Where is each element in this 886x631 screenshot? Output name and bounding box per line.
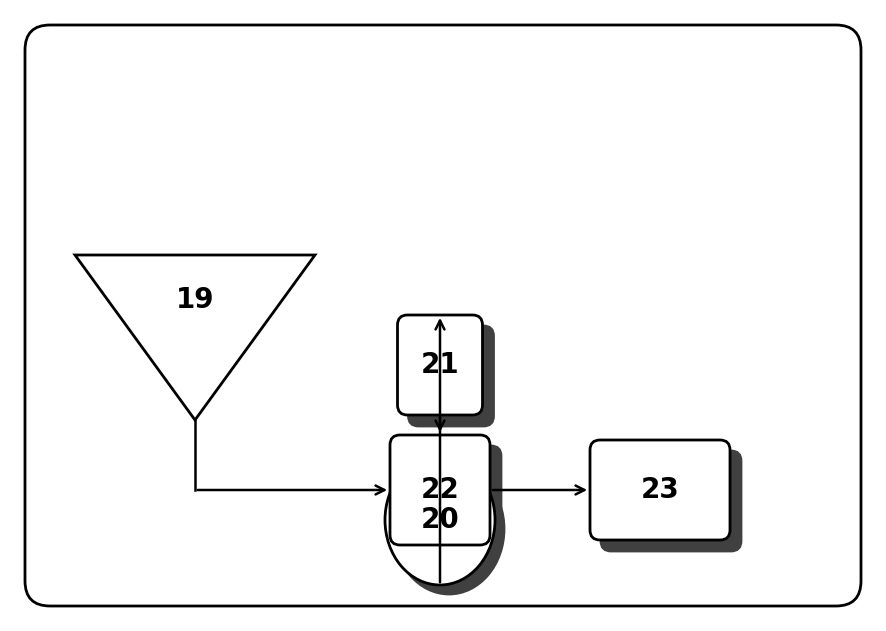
FancyBboxPatch shape xyxy=(408,326,494,426)
FancyBboxPatch shape xyxy=(390,435,490,545)
Text: 23: 23 xyxy=(641,476,680,504)
FancyBboxPatch shape xyxy=(601,451,741,551)
FancyBboxPatch shape xyxy=(590,440,730,540)
Text: 19: 19 xyxy=(175,286,214,314)
Text: 22: 22 xyxy=(421,476,459,504)
Text: 21: 21 xyxy=(421,351,459,379)
Ellipse shape xyxy=(385,455,495,585)
FancyBboxPatch shape xyxy=(398,315,483,415)
FancyBboxPatch shape xyxy=(401,446,501,556)
FancyBboxPatch shape xyxy=(25,25,861,606)
Text: 20: 20 xyxy=(421,506,459,534)
Ellipse shape xyxy=(394,464,504,594)
